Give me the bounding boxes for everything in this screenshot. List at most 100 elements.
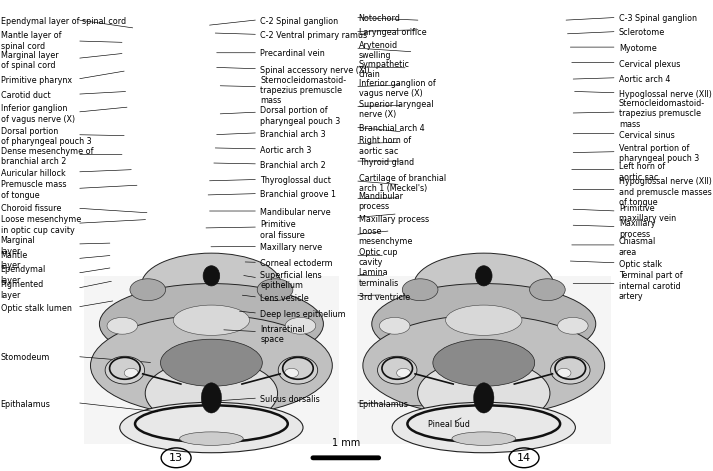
Text: 1 mm: 1 mm: [332, 439, 360, 448]
Text: Thyroid gland: Thyroid gland: [359, 158, 414, 168]
Text: Ependymal
layer: Ependymal layer: [1, 265, 46, 285]
Ellipse shape: [396, 368, 411, 378]
Ellipse shape: [433, 339, 535, 386]
Text: Inferior ganglion of
vagus nerve (X): Inferior ganglion of vagus nerve (X): [359, 79, 436, 98]
Text: Mandibular
process: Mandibular process: [359, 192, 404, 211]
Text: Cervical sinus: Cervical sinus: [619, 130, 674, 140]
Ellipse shape: [120, 402, 303, 453]
Ellipse shape: [363, 315, 605, 416]
Text: Corneal ectoderm: Corneal ectoderm: [260, 259, 333, 268]
Ellipse shape: [452, 432, 515, 445]
Text: Lens vesicle: Lens vesicle: [260, 294, 309, 303]
Text: Maxillary
process: Maxillary process: [619, 219, 655, 239]
Text: Cartilage of branchial
arch 1 (Meckel's): Cartilage of branchial arch 1 (Meckel's): [359, 174, 446, 194]
Ellipse shape: [473, 383, 494, 413]
Text: Epithalamus: Epithalamus: [359, 399, 409, 409]
Text: Aortic arch 4: Aortic arch 4: [619, 74, 670, 84]
Text: Thyroglossal duct: Thyroglossal duct: [260, 176, 331, 186]
Text: Sternocleidomastoid-
trapezius premuscle
mass: Sternocleidomastoid- trapezius premuscle…: [619, 99, 705, 129]
Ellipse shape: [446, 305, 522, 335]
Text: Loose
mesenchyme: Loose mesenchyme: [359, 227, 413, 246]
Ellipse shape: [557, 368, 571, 378]
Ellipse shape: [550, 356, 590, 384]
Ellipse shape: [278, 356, 318, 384]
Text: C-2 Spinal ganglion: C-2 Spinal ganglion: [260, 16, 339, 26]
Ellipse shape: [257, 279, 293, 300]
Ellipse shape: [558, 317, 588, 334]
Text: Branchial arch 3: Branchial arch 3: [260, 130, 326, 139]
Ellipse shape: [284, 368, 299, 378]
Text: C-2 Ventral primary ramus: C-2 Ventral primary ramus: [260, 31, 367, 41]
Text: 13: 13: [169, 453, 183, 463]
Text: Optic cup
cavity: Optic cup cavity: [359, 248, 397, 268]
Ellipse shape: [91, 315, 332, 416]
Text: Sclerotome: Sclerotome: [619, 28, 665, 38]
Text: Deep lens epithelium: Deep lens epithelium: [260, 310, 346, 319]
Text: Optic stalk lumen: Optic stalk lumen: [1, 304, 71, 313]
Ellipse shape: [99, 284, 324, 364]
FancyBboxPatch shape: [356, 276, 611, 444]
Text: Aortic arch 3: Aortic arch 3: [260, 146, 312, 155]
Ellipse shape: [379, 317, 410, 334]
Ellipse shape: [476, 266, 492, 286]
Ellipse shape: [124, 368, 138, 378]
Text: Loose mesenchyme
in optic cup cavity: Loose mesenchyme in optic cup cavity: [1, 215, 81, 235]
Text: Precardinal vein: Precardinal vein: [260, 49, 325, 58]
Text: Mantle layer of
spinal cord: Mantle layer of spinal cord: [1, 31, 61, 51]
Text: Myotome: Myotome: [619, 44, 657, 53]
Text: 3rd ventricle: 3rd ventricle: [359, 293, 410, 302]
Ellipse shape: [173, 305, 250, 335]
Text: Optic stalk: Optic stalk: [619, 260, 662, 269]
Text: Dorsal portion of
pharyngeal pouch 3: Dorsal portion of pharyngeal pouch 3: [260, 106, 341, 126]
Text: Mandibular nerve: Mandibular nerve: [260, 208, 331, 217]
Ellipse shape: [130, 279, 165, 300]
Ellipse shape: [377, 356, 417, 384]
Text: Sternocleidomastoid-
trapezius premuscle
mass: Sternocleidomastoid- trapezius premuscle…: [260, 75, 347, 106]
Ellipse shape: [105, 356, 145, 384]
Text: Superficial lens
epithelium: Superficial lens epithelium: [260, 271, 322, 291]
Ellipse shape: [141, 253, 282, 317]
Ellipse shape: [418, 360, 550, 427]
Text: Primitive
maxillary vein: Primitive maxillary vein: [619, 203, 676, 223]
Text: Ventral portion of
pharyngeal pouch 3: Ventral portion of pharyngeal pouch 3: [619, 144, 699, 163]
Ellipse shape: [402, 279, 438, 300]
Ellipse shape: [371, 284, 596, 364]
Ellipse shape: [285, 317, 316, 334]
Text: Left horn of
aortic sac: Left horn of aortic sac: [619, 162, 665, 182]
Text: Branchial arch 2: Branchial arch 2: [260, 161, 326, 170]
Text: Right horn of
aortic sac: Right horn of aortic sac: [359, 136, 411, 156]
Text: Spinal accessory nerve (XI): Spinal accessory nerve (XI): [260, 65, 370, 75]
Text: Hypoglossal nerve (XII): Hypoglossal nerve (XII): [619, 89, 712, 99]
Text: Dorsal portion
of pharyngeal pouch 3: Dorsal portion of pharyngeal pouch 3: [1, 127, 91, 146]
Text: Inferior ganglion
of vagus nerve (X): Inferior ganglion of vagus nerve (X): [1, 104, 75, 124]
Text: Sympathetic
chain: Sympathetic chain: [359, 59, 410, 79]
Text: Intraretinal
space: Intraretinal space: [260, 325, 305, 344]
Ellipse shape: [203, 266, 220, 286]
Text: Pineal bud: Pineal bud: [428, 420, 470, 430]
Text: 14: 14: [517, 453, 531, 463]
Text: Epithalamus: Epithalamus: [1, 399, 51, 409]
Ellipse shape: [107, 317, 138, 334]
Text: Choroid fissure: Choroid fissure: [1, 204, 61, 213]
Text: Lamina
terminalis: Lamina terminalis: [359, 268, 399, 288]
Text: Laryngeal orifice: Laryngeal orifice: [359, 28, 426, 38]
Text: Maxillary nerve: Maxillary nerve: [260, 243, 322, 252]
Text: Stomodeum: Stomodeum: [1, 353, 50, 363]
Text: Sulcus dorsalis: Sulcus dorsalis: [260, 395, 320, 404]
Text: Dense mesenchyme of
branchial arch 2: Dense mesenchyme of branchial arch 2: [1, 146, 93, 166]
Text: Superior laryngeal
nerve (X): Superior laryngeal nerve (X): [359, 99, 433, 119]
Text: Carotid duct: Carotid duct: [1, 90, 51, 100]
Text: Premuscle mass
of tongue: Premuscle mass of tongue: [1, 180, 66, 200]
Text: Chiasmal
area: Chiasmal area: [619, 237, 656, 257]
Text: Terminal part of
internal carotid
artery: Terminal part of internal carotid artery: [619, 271, 682, 301]
Text: Ependymal layer of spinal cord: Ependymal layer of spinal cord: [1, 16, 125, 26]
Text: Pigmented
layer: Pigmented layer: [1, 280, 44, 300]
Text: Maxillary process: Maxillary process: [359, 214, 429, 224]
Text: Arytenoid
swelling: Arytenoid swelling: [359, 41, 398, 60]
Ellipse shape: [201, 383, 222, 413]
Text: Auricular hillock: Auricular hillock: [1, 169, 66, 178]
Text: Branchial arch 4: Branchial arch 4: [359, 124, 424, 133]
Ellipse shape: [160, 339, 262, 386]
Text: Notochord: Notochord: [359, 14, 401, 24]
FancyBboxPatch shape: [84, 276, 339, 444]
